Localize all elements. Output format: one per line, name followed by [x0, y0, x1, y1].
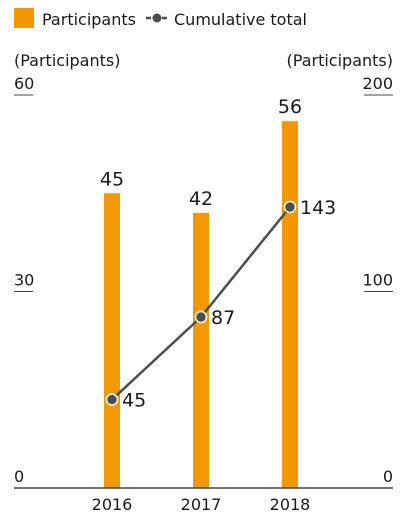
- legend-label-participants: Participants: [42, 10, 136, 29]
- line-value-label: 87: [211, 307, 235, 329]
- line-value-label: 45: [122, 390, 146, 412]
- bar: [282, 121, 298, 488]
- right-tick-label: 100: [362, 271, 393, 290]
- line-value-label: 143: [300, 197, 336, 219]
- line-point: [105, 393, 119, 406]
- bar-value-label: 42: [189, 188, 213, 210]
- right-tick-label: 0: [383, 467, 393, 486]
- bar-value-label: 56: [278, 96, 302, 118]
- left-tick-label: 30: [14, 271, 34, 290]
- legend: Participants Cumulative total: [14, 8, 307, 29]
- legend-label-cumulative: Cumulative total: [174, 10, 307, 29]
- left-tick-label: 0: [14, 467, 24, 486]
- x-tick-label: 2017: [181, 495, 222, 514]
- left-tick-label: 60: [14, 74, 34, 93]
- x-tick-label: 2018: [270, 495, 311, 514]
- bar: [193, 212, 209, 488]
- x-tick-label: 2016: [92, 495, 133, 514]
- legend-marker-cumulative: [152, 13, 162, 23]
- line-point: [194, 310, 208, 324]
- x-axis-ticks: 2016 2017 2018: [92, 495, 311, 514]
- line-point: [283, 200, 297, 214]
- bar: [104, 193, 120, 488]
- bar-series: [104, 121, 298, 488]
- right-axis-title: (Participants): [287, 51, 393, 70]
- legend-swatch-participants: [14, 8, 34, 28]
- bar-value-labels: 45 42 56: [100, 96, 302, 210]
- bar-value-label: 45: [100, 168, 124, 190]
- right-axis-ticks: 0 100 200: [362, 74, 393, 486]
- left-axis-ticks: 0 30 60: [14, 74, 34, 486]
- left-axis-title: (Participants): [14, 51, 120, 70]
- line-series: 45 87 143: [105, 197, 336, 412]
- right-tick-label: 200: [362, 74, 393, 93]
